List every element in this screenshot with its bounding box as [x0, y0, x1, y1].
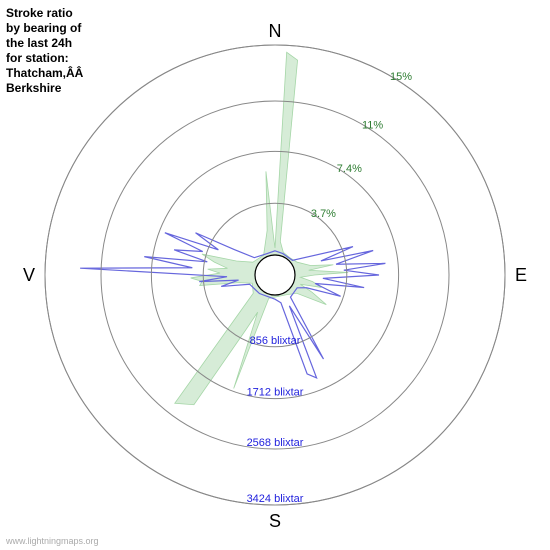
pct-label: 7.4%: [337, 163, 362, 175]
center-circle: [255, 255, 295, 295]
stroke-ratio-series: [175, 52, 348, 404]
blix-label: 856 blixtar: [250, 335, 301, 347]
blix-label: 1712 blixtar: [247, 387, 304, 399]
pct-label: 15%: [390, 71, 412, 83]
pct-label: 3.7%: [311, 208, 336, 220]
polar-chart: 3.7% 856 blixtar 7.4% 1712 blixtar 11% 2568 b…: [0, 0, 550, 550]
cardinal-s: S: [269, 511, 281, 531]
cardinal-n: N: [269, 21, 282, 41]
pct-label: 11%: [362, 119, 383, 131]
blix-label: 3424 blixtar: [247, 493, 304, 505]
cardinal-w: V: [23, 265, 35, 285]
cardinal-e: E: [515, 265, 527, 285]
blix-label: 2568 blixtar: [247, 437, 304, 449]
